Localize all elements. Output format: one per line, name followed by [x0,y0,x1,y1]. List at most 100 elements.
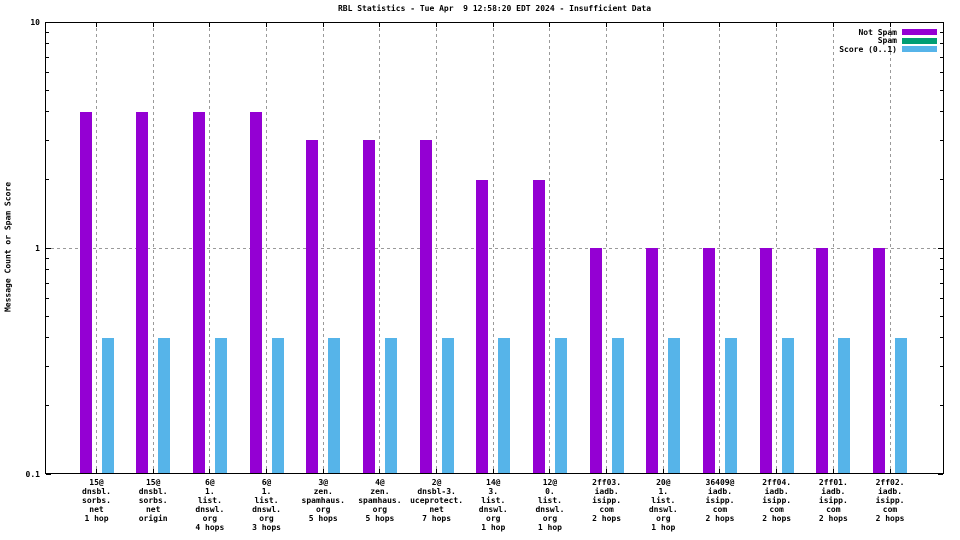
y-tick-minor [940,337,943,339]
bar-not-spam [362,140,375,473]
y-tick-minor [46,71,49,73]
x-tick [492,469,494,473]
y-tick-major [938,21,943,23]
legend-swatch-score-0-1- [902,46,937,52]
x-tick-label: 2ff03. iadb. isipp. com 2 hops [592,478,622,523]
x-tick [662,469,664,473]
bar-score-0-1- [498,337,511,473]
bar-not-spam [192,111,205,473]
y-tick-minor [46,365,49,367]
bar-score-0-1- [328,337,341,473]
y-tick-minor [46,43,49,45]
bar-score-0-1- [214,337,227,473]
bar-score-0-1- [611,337,624,473]
x-tick [606,469,608,473]
bar-not-spam [589,248,602,473]
x-tick [662,23,664,27]
y-tick-minor [940,56,943,58]
plot-border [45,22,944,474]
bar-score-0-1- [101,337,114,473]
y-tick-major [46,473,51,475]
bar-not-spam [759,248,772,473]
x-tick [436,469,438,473]
x-tick-label: 6@ 1. list. dnswl. org 3 hops [252,478,281,532]
y-tick-minor [940,43,943,45]
x-tick-label: 20@ 1. list. dnswl. org 1 hop [648,478,678,532]
bar-not-spam [419,140,432,473]
x-tick [436,23,438,27]
y-tick-label: 10 [30,17,40,27]
y-gridline [45,247,944,249]
x-tick [152,23,154,27]
bar-not-spam [532,179,545,473]
y-tick-minor [46,282,49,284]
y-tick-minor [46,315,49,317]
x-tick-label: 2@ dnsbl-3. uceprotect. net 7 hops [410,478,464,523]
x-tick-label: 15@ dnsbl. sorbs. net origin [138,478,168,523]
x-tick [322,23,324,27]
x-tick [719,469,721,473]
bar-not-spam [306,140,319,473]
y-tick-minor [940,297,943,299]
x-tick-label: 2ff01. iadb. isipp. com 2 hops [818,478,848,523]
x-tick [96,23,97,27]
y-tick-minor [940,139,943,141]
y-tick-label: 1 [35,243,40,253]
x-tick [96,469,97,473]
x-tick [266,23,268,27]
x-tick-label: 6@ 1. list. dnswl. org 4 hops [195,478,225,532]
bar-not-spam [249,111,262,473]
y-tick-minor [940,405,943,407]
bar-not-spam [646,248,659,473]
y-tick-minor [940,179,943,181]
legend-label: Not Spam [858,27,897,37]
chart-title: RBL Statistics - Tue Apr 9 12:58:20 EDT … [337,4,652,13]
bar-score-0-1- [781,337,794,473]
y-tick-minor [940,71,943,73]
y-tick-minor [940,365,943,367]
bar-not-spam [873,248,886,473]
y-tick-minor [940,31,943,33]
bar-not-spam [136,111,149,473]
y-tick-minor [46,31,49,33]
x-tick [152,469,154,473]
x-tick-label: 3@ zen. spamhaus. org 5 hops [301,478,345,523]
x-tick-label: 4@ zen. spamhaus. org 5 hops [358,478,402,523]
bar-score-0-1- [724,337,737,473]
x-tick [322,469,324,473]
y-tick-minor [46,297,49,299]
x-tick-label: 36409@ iadb. isipp. com 2 hops [705,478,735,523]
y-tick-minor [46,111,49,113]
x-tick [379,469,381,473]
y-tick-minor [940,282,943,284]
x-tick [832,23,834,27]
bar-score-0-1- [838,337,851,473]
x-tick [266,469,268,473]
y-tick-label: 0.1 [25,469,40,479]
x-tick [776,23,778,27]
y-tick-minor [46,405,49,407]
y-tick-minor [940,111,943,113]
y-tick-minor [940,257,943,259]
bar-score-0-1- [271,337,284,473]
x-tick [889,23,891,27]
bar-score-0-1- [158,337,171,473]
y-tick-minor [46,337,49,339]
x-tick-label: 2ff02. iadb. isipp. com 2 hops [875,478,905,523]
y-tick-minor [940,269,943,271]
x-tick [889,469,891,473]
y-tick-minor [940,89,943,91]
x-tick [209,469,211,473]
y-tick-minor [46,269,49,271]
bar-not-spam [79,111,92,473]
legend-label: Spam [877,36,897,45]
x-tick [606,23,608,27]
x-tick-label: 2ff04. iadb. isipp. com 2 hops [762,478,792,523]
bar-not-spam [476,179,489,473]
x-tick [379,23,381,27]
x-tick [549,469,551,473]
y-tick-minor [46,257,49,259]
x-tick-label: 14@ 3. list. dnswl. org 1 hop [478,478,508,532]
bar-not-spam [816,248,829,473]
